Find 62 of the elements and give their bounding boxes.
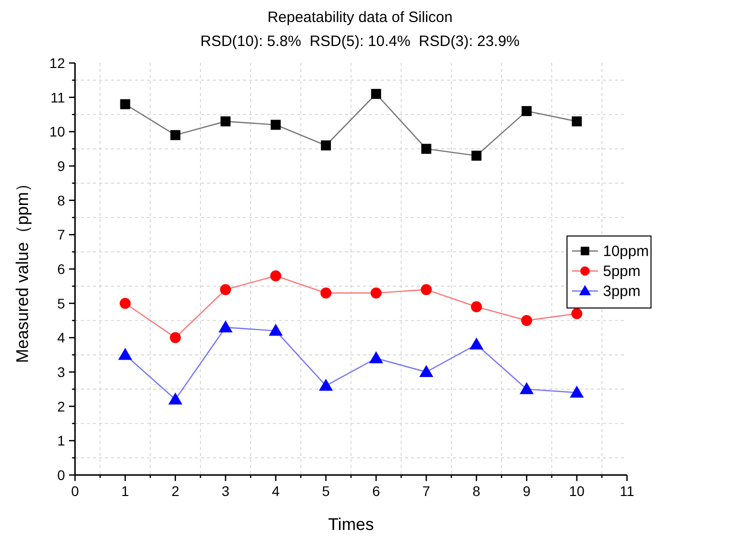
point bbox=[371, 88, 382, 99]
x-tick-label: 6 bbox=[372, 483, 380, 499]
point bbox=[270, 120, 281, 130]
y-tick-label: 4 bbox=[57, 330, 66, 346]
y-tick-label: 12 bbox=[49, 55, 66, 71]
point bbox=[521, 315, 532, 326]
chart-subtitle: RSD(10): 5.8% RSD(5): 10.4% RSD(3): 23.9% bbox=[200, 33, 520, 50]
point bbox=[168, 392, 182, 404]
point bbox=[120, 99, 130, 110]
point bbox=[419, 365, 434, 377]
point bbox=[320, 140, 331, 150]
legend-label: 3ppm bbox=[603, 283, 641, 300]
point bbox=[420, 284, 432, 296]
point bbox=[220, 116, 231, 126]
point bbox=[369, 351, 384, 364]
point bbox=[220, 284, 232, 296]
legend-label: 5ppm bbox=[603, 263, 641, 280]
title: Repeatability data of Silicon bbox=[267, 9, 453, 26]
x-tick-label: 0 bbox=[71, 483, 80, 499]
x-tick-label: 7 bbox=[422, 483, 430, 499]
x-tick-label: 4 bbox=[272, 483, 280, 499]
x-axis-title: Times bbox=[328, 515, 374, 534]
y-tick-label: 5 bbox=[57, 295, 66, 312]
y-tick-label: 8 bbox=[57, 192, 66, 208]
y-tick-label: 11 bbox=[50, 89, 66, 106]
x-tick-label: 10 bbox=[569, 483, 585, 499]
point bbox=[320, 288, 332, 299]
point bbox=[218, 320, 233, 332]
point bbox=[170, 332, 181, 344]
point bbox=[522, 106, 532, 116]
point bbox=[520, 382, 534, 394]
point bbox=[370, 288, 382, 299]
y-tick-label: 10 bbox=[49, 124, 66, 140]
point bbox=[572, 116, 582, 126]
point bbox=[469, 338, 484, 350]
y-tick-label: 7 bbox=[57, 226, 66, 243]
y-axis-title: Measured value（ppm） bbox=[13, 174, 32, 364]
x-tick-label: 2 bbox=[171, 483, 180, 499]
point bbox=[470, 301, 482, 312]
x-tick-label: 1 bbox=[121, 483, 130, 499]
point bbox=[268, 324, 283, 336]
legend-label: 10ppm bbox=[603, 243, 649, 260]
y-tick-label: 3 bbox=[57, 364, 66, 380]
point bbox=[570, 386, 584, 398]
y-tick-label: 6 bbox=[57, 261, 66, 277]
point bbox=[170, 130, 180, 140]
x-tick-label: 9 bbox=[522, 483, 531, 499]
y-tick-label: 0 bbox=[57, 467, 66, 483]
point bbox=[270, 270, 282, 282]
y-tick-label: 1 bbox=[57, 432, 66, 449]
point bbox=[471, 150, 482, 161]
point bbox=[421, 144, 432, 154]
x-tick-label: 8 bbox=[472, 483, 481, 499]
point bbox=[318, 378, 333, 391]
y-tick-label: 9 bbox=[57, 158, 66, 174]
x-tick-label: 5 bbox=[322, 483, 330, 499]
point bbox=[571, 308, 582, 320]
point bbox=[118, 348, 132, 360]
x-tick-label: 3 bbox=[222, 483, 230, 499]
x-tick-label: 11 bbox=[620, 483, 634, 499]
y-tick-label: 2 bbox=[57, 398, 66, 414]
point bbox=[120, 298, 131, 309]
